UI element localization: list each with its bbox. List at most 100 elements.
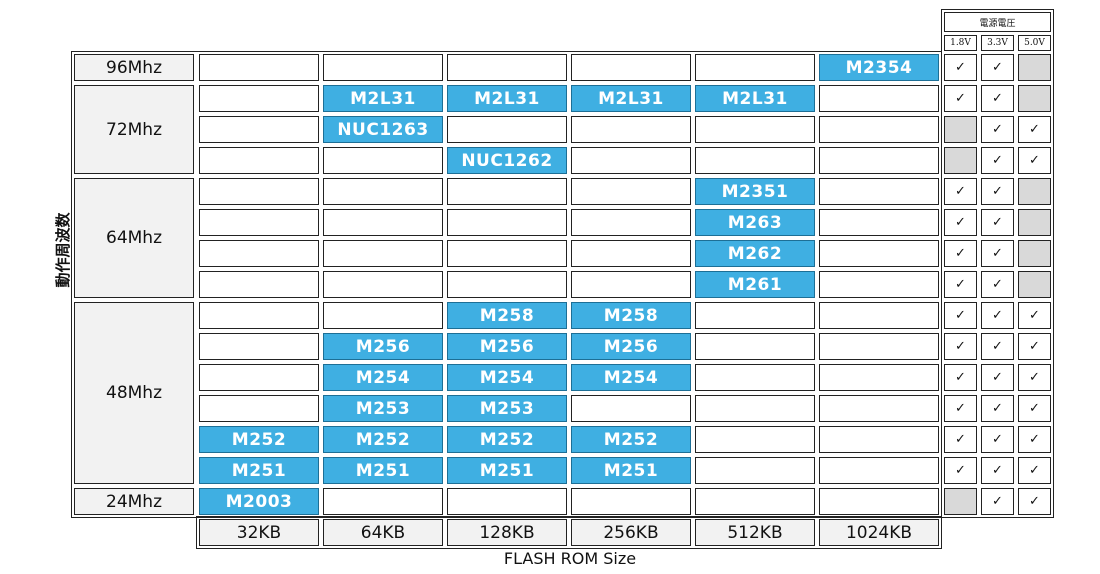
empty-cell bbox=[199, 116, 319, 143]
flash-size-64kb: 64KB bbox=[323, 519, 443, 546]
flash-size-1024kb: 1024KB bbox=[819, 519, 939, 546]
chip-m2l31: M2L31 bbox=[571, 85, 691, 112]
voltage-unsupported-cell bbox=[944, 116, 977, 143]
voltage-unsupported-cell bbox=[1018, 271, 1051, 298]
empty-cell bbox=[819, 209, 939, 236]
empty-cell bbox=[199, 395, 319, 422]
voltage-supported-check: ✓ bbox=[981, 395, 1014, 422]
empty-cell bbox=[199, 85, 319, 112]
voltage-supported-check: ✓ bbox=[981, 302, 1014, 329]
empty-cell bbox=[819, 333, 939, 360]
empty-cell bbox=[447, 488, 567, 515]
empty-cell bbox=[199, 364, 319, 391]
voltage-supported-check: ✓ bbox=[944, 457, 977, 484]
empty-cell bbox=[695, 147, 815, 174]
voltage-supported-check: ✓ bbox=[981, 85, 1014, 112]
voltage-panel-title: 電源電圧 bbox=[944, 12, 1051, 32]
empty-cell bbox=[571, 240, 691, 267]
empty-cell bbox=[819, 116, 939, 143]
chip-m2l31: M2L31 bbox=[695, 85, 815, 112]
empty-cell bbox=[447, 54, 567, 81]
chip-m2351: M2351 bbox=[695, 178, 815, 205]
empty-cell bbox=[571, 395, 691, 422]
empty-cell bbox=[571, 209, 691, 236]
voltage-supported-check: ✓ bbox=[981, 54, 1014, 81]
empty-cell bbox=[695, 395, 815, 422]
voltage-supported-check: ✓ bbox=[981, 147, 1014, 174]
chip-m253: M253 bbox=[323, 395, 443, 422]
empty-cell bbox=[323, 488, 443, 515]
voltage-supported-check: ✓ bbox=[981, 457, 1014, 484]
voltage-supported-check: ✓ bbox=[1018, 116, 1051, 143]
frequency-label-48mhz: 48Mhz bbox=[74, 302, 194, 484]
voltage-supported-check: ✓ bbox=[981, 271, 1014, 298]
voltage-unsupported-cell bbox=[1018, 85, 1051, 112]
chip-m254: M254 bbox=[571, 364, 691, 391]
chip-m251: M251 bbox=[199, 457, 319, 484]
voltage-unsupported-cell bbox=[1018, 240, 1051, 267]
voltage-unsupported-cell bbox=[1018, 209, 1051, 236]
empty-cell bbox=[323, 178, 443, 205]
empty-cell bbox=[323, 54, 443, 81]
empty-cell bbox=[819, 85, 939, 112]
empty-cell bbox=[695, 116, 815, 143]
empty-cell bbox=[695, 333, 815, 360]
frequency-label-72mhz: 72Mhz bbox=[74, 85, 194, 174]
empty-cell bbox=[199, 147, 319, 174]
empty-cell bbox=[819, 488, 939, 515]
empty-cell bbox=[447, 178, 567, 205]
voltage-supported-check: ✓ bbox=[944, 54, 977, 81]
empty-cell bbox=[571, 271, 691, 298]
voltage-supported-check: ✓ bbox=[1018, 333, 1051, 360]
empty-cell bbox=[199, 54, 319, 81]
voltage-supported-check: ✓ bbox=[1018, 457, 1051, 484]
chip-m262: M262 bbox=[695, 240, 815, 267]
chip-nuc1263: NUC1263 bbox=[323, 116, 443, 143]
empty-cell bbox=[199, 178, 319, 205]
chip-m2354: M2354 bbox=[819, 54, 939, 81]
empty-cell bbox=[447, 209, 567, 236]
chip-m253: M253 bbox=[447, 395, 567, 422]
chip-nuc1262: NUC1262 bbox=[447, 147, 567, 174]
voltage-supported-check: ✓ bbox=[944, 395, 977, 422]
voltage-supported-check: ✓ bbox=[944, 271, 977, 298]
empty-cell bbox=[695, 457, 815, 484]
chip-m263: M263 bbox=[695, 209, 815, 236]
empty-cell bbox=[819, 457, 939, 484]
voltage-supported-check: ✓ bbox=[981, 488, 1014, 515]
voltage-supported-check: ✓ bbox=[944, 333, 977, 360]
empty-cell bbox=[695, 488, 815, 515]
voltage-supported-check: ✓ bbox=[1018, 488, 1051, 515]
chip-m256: M256 bbox=[447, 333, 567, 360]
voltage-supported-check: ✓ bbox=[944, 209, 977, 236]
voltage-column-1-8v: 1.8V bbox=[944, 35, 977, 51]
voltage-unsupported-cell bbox=[944, 488, 977, 515]
chip-m2l31: M2L31 bbox=[323, 85, 443, 112]
voltage-supported-check: ✓ bbox=[981, 240, 1014, 267]
empty-cell bbox=[571, 54, 691, 81]
empty-cell bbox=[819, 147, 939, 174]
empty-cell bbox=[199, 333, 319, 360]
frequency-label-64mhz: 64Mhz bbox=[74, 178, 194, 298]
empty-cell bbox=[571, 178, 691, 205]
empty-cell bbox=[819, 240, 939, 267]
chip-m256: M256 bbox=[323, 333, 443, 360]
voltage-unsupported-cell bbox=[1018, 54, 1051, 81]
empty-cell bbox=[819, 426, 939, 453]
empty-cell bbox=[571, 488, 691, 515]
empty-cell bbox=[323, 240, 443, 267]
voltage-supported-check: ✓ bbox=[1018, 147, 1051, 174]
voltage-unsupported-cell bbox=[944, 147, 977, 174]
y-axis-label: 動作周波数 bbox=[53, 212, 72, 288]
voltage-supported-check: ✓ bbox=[944, 364, 977, 391]
empty-cell bbox=[819, 178, 939, 205]
empty-cell bbox=[695, 54, 815, 81]
chip-m252: M252 bbox=[447, 426, 567, 453]
flash-size-256kb: 256KB bbox=[571, 519, 691, 546]
voltage-supported-check: ✓ bbox=[981, 178, 1014, 205]
empty-cell bbox=[323, 147, 443, 174]
empty-cell bbox=[199, 240, 319, 267]
chip-m252: M252 bbox=[323, 426, 443, 453]
voltage-supported-check: ✓ bbox=[944, 302, 977, 329]
